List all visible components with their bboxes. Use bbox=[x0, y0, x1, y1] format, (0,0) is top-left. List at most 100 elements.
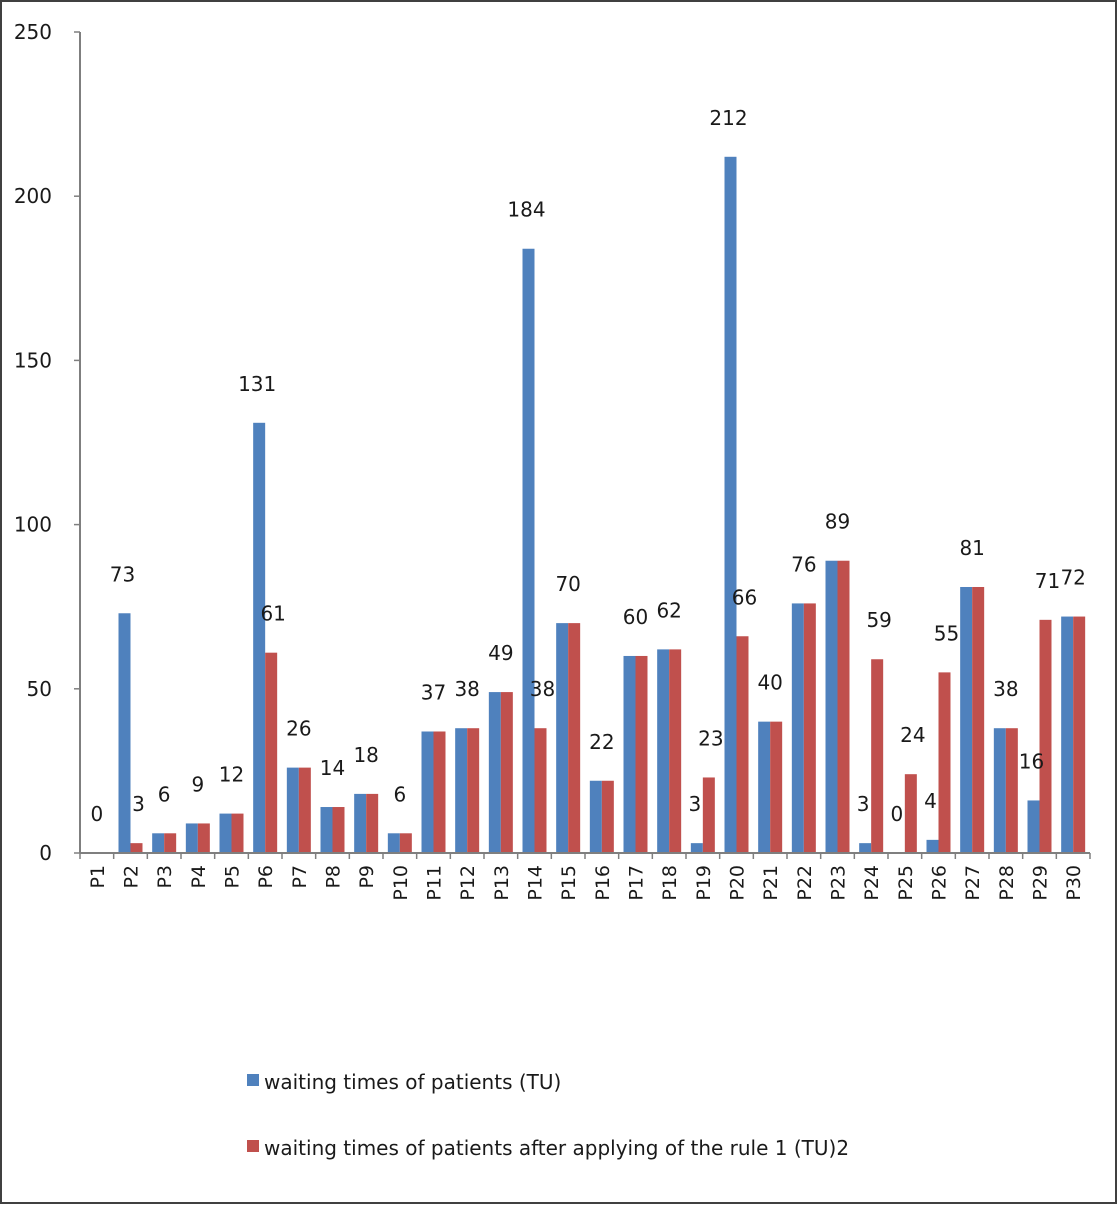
data-label-P10: 6 bbox=[393, 782, 406, 806]
legend-label-series-2: waiting times of patients after applying… bbox=[264, 1136, 849, 1160]
x-tick-label-P19: P19 bbox=[693, 865, 715, 901]
x-tick-label-P25: P25 bbox=[895, 865, 917, 901]
data-label-P13: 49 bbox=[488, 641, 513, 665]
data-label-P7: 26 bbox=[286, 717, 311, 741]
legend-item-series-2: waiting times of patients after applying… bbox=[247, 1136, 849, 1160]
bar-P5-series-1 bbox=[219, 813, 232, 853]
data-label-P19-series-1: 3 bbox=[688, 792, 701, 816]
x-tick-label-P30: P30 bbox=[1063, 865, 1085, 901]
x-tick-label-P2: P2 bbox=[121, 865, 143, 889]
x-tick-label-P24: P24 bbox=[861, 865, 883, 901]
x-tick-label-P12: P12 bbox=[457, 865, 479, 901]
x-tick-label-P21: P21 bbox=[760, 865, 782, 901]
bar-P3-series-2 bbox=[164, 833, 177, 853]
x-tick-label-P3: P3 bbox=[154, 865, 176, 889]
bar-P6-series-2 bbox=[265, 652, 278, 853]
y-tick-label: 50 bbox=[27, 677, 52, 701]
x-tick-label-P5: P5 bbox=[222, 865, 244, 889]
y-tick-label: 250 bbox=[14, 20, 52, 44]
y-tick-label: 200 bbox=[14, 184, 52, 208]
bar-P4-series-1 bbox=[185, 823, 198, 853]
x-tick-label-P9: P9 bbox=[356, 865, 378, 889]
data-label-P14-series-2: 38 bbox=[530, 677, 555, 701]
x-tick-label-P28: P28 bbox=[996, 865, 1018, 901]
y-tick-label: 0 bbox=[39, 841, 52, 865]
data-label-P8: 14 bbox=[320, 756, 345, 780]
bar-P29-series-2 bbox=[1039, 619, 1052, 853]
x-tick-label-P23: P23 bbox=[828, 865, 850, 901]
data-label-P4: 9 bbox=[191, 772, 204, 796]
data-label-P5: 12 bbox=[219, 763, 244, 787]
bar-P14-series-2 bbox=[534, 728, 547, 853]
bar-P12-series-2 bbox=[467, 728, 480, 853]
x-tick-label-P17: P17 bbox=[626, 865, 648, 901]
data-label-P21: 40 bbox=[757, 671, 782, 695]
x-tick-label-P15: P15 bbox=[558, 865, 580, 901]
y-tick-label: 100 bbox=[14, 513, 52, 537]
data-label-P19-series-2: 23 bbox=[698, 726, 723, 750]
x-tick-label-P20: P20 bbox=[727, 865, 749, 901]
x-tick-label-P18: P18 bbox=[659, 865, 681, 901]
bar-P10-series-2 bbox=[399, 833, 412, 853]
bar-P16-series-2 bbox=[601, 780, 614, 853]
bar-P10-series-1 bbox=[387, 833, 400, 853]
bar-P24-series-2 bbox=[871, 659, 884, 853]
bar-P28-series-1 bbox=[993, 728, 1006, 853]
bar-P3-series-1 bbox=[152, 833, 165, 853]
data-label-P24-series-1: 3 bbox=[857, 792, 870, 816]
data-label-P22: 76 bbox=[791, 552, 816, 576]
x-tick-label-P29: P29 bbox=[1030, 865, 1052, 901]
bar-P13-series-1 bbox=[488, 692, 501, 853]
x-tick-label-P14: P14 bbox=[525, 865, 547, 901]
bar-P21-series-1 bbox=[758, 721, 771, 853]
data-label-P2-series-2: 3 bbox=[132, 792, 145, 816]
bar-P6-series-1 bbox=[253, 422, 266, 853]
data-label-P9: 18 bbox=[353, 743, 378, 767]
data-label-P12: 38 bbox=[454, 677, 479, 701]
legend: waiting times of patients (TU) waiting t… bbox=[247, 1070, 849, 1160]
bar-P7-series-2 bbox=[298, 767, 311, 853]
data-label-P17: 60 bbox=[623, 605, 648, 629]
legend-label-series-1: waiting times of patients (TU) bbox=[264, 1070, 561, 1094]
bar-P18-series-2 bbox=[669, 649, 682, 853]
bar-P11-series-1 bbox=[421, 731, 434, 853]
y-axis: 0 50 100 150 200 250 bbox=[14, 20, 81, 865]
bar-P27-series-2 bbox=[972, 586, 985, 853]
bar-P15-series-2 bbox=[568, 623, 581, 853]
data-label-P24-series-2: 59 bbox=[866, 608, 891, 632]
y-tick-label: 150 bbox=[14, 348, 52, 372]
bar-P2-series-2 bbox=[130, 843, 143, 853]
x-tick-label-P6: P6 bbox=[255, 865, 277, 889]
x-tick-label-P7: P7 bbox=[289, 865, 311, 889]
data-label-P18: 62 bbox=[656, 598, 681, 622]
data-label-P30: 72 bbox=[1060, 566, 1085, 590]
legend-item-series-1: waiting times of patients (TU) bbox=[247, 1070, 561, 1094]
data-label-P20-series-2: 66 bbox=[732, 585, 757, 609]
data-label-P26-series-2: 55 bbox=[934, 621, 959, 645]
bar-P9-series-1 bbox=[354, 793, 367, 853]
bar-P8-series-1 bbox=[320, 807, 333, 853]
x-tick-label-P10: P10 bbox=[390, 865, 412, 901]
bar-P8-series-2 bbox=[332, 807, 345, 853]
x-tick-label-P8: P8 bbox=[323, 865, 345, 889]
bar-P22-series-1 bbox=[791, 603, 804, 853]
data-label-P2-series-1: 73 bbox=[110, 562, 135, 586]
legend-swatch-series-1 bbox=[247, 1074, 259, 1086]
x-tick-label-P13: P13 bbox=[491, 865, 513, 901]
bar-P22-series-2 bbox=[803, 603, 816, 853]
data-label-P11: 37 bbox=[421, 680, 446, 704]
bar-P5-series-2 bbox=[231, 813, 244, 853]
x-tick-label-P26: P26 bbox=[929, 865, 951, 901]
bar-P30-series-2 bbox=[1073, 616, 1086, 853]
bar-P7-series-1 bbox=[286, 767, 299, 853]
data-label-P29-series-2: 71 bbox=[1035, 569, 1060, 593]
data-label-P28: 38 bbox=[993, 677, 1018, 701]
bar-P25-series-2 bbox=[904, 774, 917, 853]
x-tick-label-P22: P22 bbox=[794, 865, 816, 901]
data-label-P6-series-1: 131 bbox=[238, 372, 276, 396]
bar-P23-series-2 bbox=[837, 560, 850, 853]
bar-P2-series-1 bbox=[118, 613, 131, 853]
